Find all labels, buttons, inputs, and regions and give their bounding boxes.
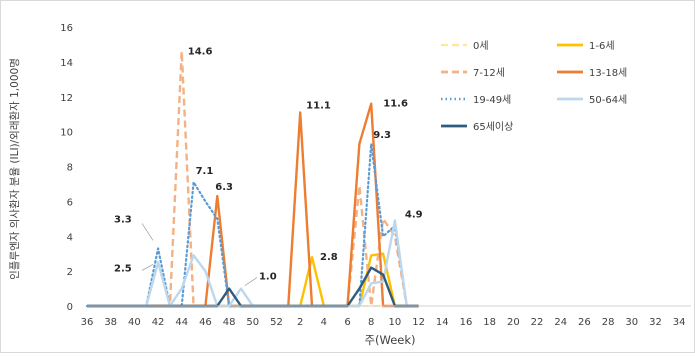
y-tick-label: 0 <box>67 302 73 313</box>
data-label: 1.0 <box>259 272 277 283</box>
x-tick-label: 38 <box>104 317 117 328</box>
x-tick-label: 28 <box>602 317 615 328</box>
data-label: 14.6 <box>188 46 213 57</box>
x-tick-label: 30 <box>625 317 638 328</box>
legend-label-3: 7-12세 <box>473 67 505 79</box>
data-label: 6.3 <box>215 182 233 193</box>
y-tick-label: 6 <box>67 197 73 208</box>
annotation-leader <box>141 223 154 241</box>
annotation-leader <box>141 264 154 271</box>
data-label: 4.9 <box>405 210 423 221</box>
x-tick-label: 50 <box>246 317 259 328</box>
x-tick-label: 4 <box>321 317 327 328</box>
x-tick-label: 26 <box>578 317 591 328</box>
legend-label-4: 13-18세 <box>589 67 627 79</box>
x-axis-title: 주(Week) <box>364 333 415 347</box>
legend-label-7: 65세이상 <box>473 121 513 133</box>
x-tick-label: 32 <box>649 317 662 328</box>
legend-label-5: 19-49세 <box>473 94 511 106</box>
x-tick-label: 46 <box>199 317 212 328</box>
x-tick-label: 12 <box>412 317 425 328</box>
y-tick-label: 10 <box>60 128 73 139</box>
x-tick-label: 6 <box>344 317 350 328</box>
data-label: 2.5 <box>114 263 132 274</box>
legend-label-6: 50-64세 <box>589 94 627 106</box>
x-tick-label: 16 <box>460 317 473 328</box>
x-tick-label: 22 <box>531 317 544 328</box>
x-tick-label: 18 <box>483 317 496 328</box>
x-tick-label: 10 <box>389 317 402 328</box>
data-label: 11.1 <box>306 100 331 111</box>
y-tick-label: 12 <box>60 93 73 104</box>
x-tick-label: 20 <box>507 317 520 328</box>
data-label: 3.3 <box>114 214 132 225</box>
x-tick-label: 2 <box>297 317 303 328</box>
y-tick-label: 4 <box>67 232 73 243</box>
x-tick-label: 40 <box>128 317 141 328</box>
x-tick-label: 36 <box>81 317 94 328</box>
y-tick-label: 2 <box>67 267 73 278</box>
x-tick-label: 34 <box>673 317 686 328</box>
y-tick-label: 8 <box>67 163 73 174</box>
x-tick-label: 24 <box>554 317 567 328</box>
x-tick-label: 48 <box>223 317 236 328</box>
y-tick-label: 14 <box>60 58 73 69</box>
x-tick-label: 14 <box>436 317 449 328</box>
legend-label-2: 1-6세 <box>589 40 615 52</box>
y-tick-label: 16 <box>60 23 73 34</box>
data-label: 7.1 <box>196 166 214 177</box>
x-tick-label: 42 <box>152 317 165 328</box>
annotation-leader <box>244 277 258 286</box>
data-label: 11.6 <box>383 99 408 110</box>
data-label: 9.3 <box>373 130 391 141</box>
x-tick-label: 8 <box>368 317 374 328</box>
legend-label-1: 0세 <box>473 40 489 52</box>
y-axis-title: 인플루엔자 의사환자 분율 (ILI)/외래환자 1,000명 <box>9 58 21 280</box>
x-tick-label: 44 <box>175 317 188 328</box>
data-label: 2.8 <box>320 252 338 263</box>
x-tick-label: 52 <box>270 317 283 328</box>
